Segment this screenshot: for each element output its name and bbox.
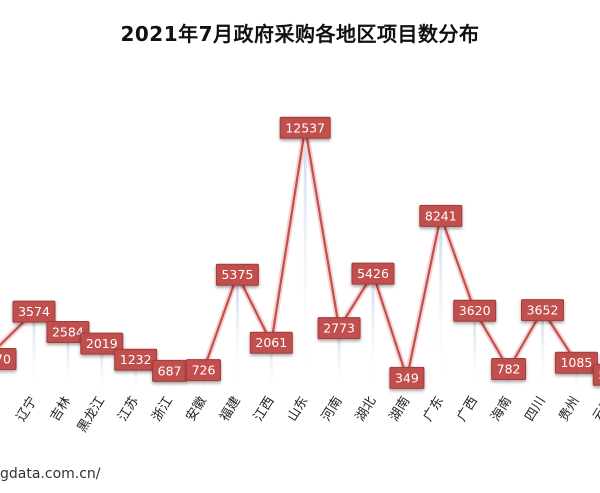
data-label: 726 (186, 359, 221, 382)
data-label-box (114, 348, 158, 371)
x-tick-label: 四川 (522, 394, 549, 424)
data-label: 2019 (80, 332, 124, 355)
x-tick-label: 湖北 (353, 394, 380, 424)
x-tick-label: 云南 (589, 394, 600, 425)
data-label-text: 2061 (255, 335, 287, 350)
drop-line (473, 310, 477, 392)
data-label-box (0, 347, 17, 370)
data-label-text: 1232 (120, 352, 152, 367)
data-label-text: 500 (598, 367, 600, 382)
x-axis-tick-labels: 辽宁 吉林 黑龙江 江苏 浙江 安徽 福建 江西 山东 河南 湖北 湖南 广东 广西 海南 四川 贵州 云南 (13, 394, 600, 436)
data-label-box (521, 299, 564, 322)
data-label-box (249, 331, 293, 354)
data-label-partial: 70 (0, 347, 17, 370)
data-label: 1085 (554, 351, 598, 374)
drop-line (371, 273, 375, 392)
data-label-box (279, 116, 331, 139)
data-label: 500 (592, 363, 600, 386)
data-label-text: 2773 (323, 321, 355, 336)
x-tick-label: 辽宁 (13, 394, 40, 425)
x-tick-label: 吉林 (48, 394, 75, 424)
data-label-text: 2019 (86, 336, 118, 351)
drop-line (439, 215, 443, 392)
watermark-url: gdata.com.cn/ (0, 466, 101, 482)
data-label: 1232 (114, 348, 158, 371)
data-label-box (419, 204, 463, 227)
data-label: 349 (389, 366, 425, 389)
data-label-box (389, 366, 425, 389)
drop-line (269, 342, 273, 392)
data-label-box (12, 300, 56, 323)
data-label: 2061 (249, 331, 293, 354)
data-label-box (317, 317, 361, 340)
data-label-box (351, 262, 395, 285)
x-tick-label: 江西 (251, 394, 278, 424)
data-label-text: 12537 (285, 120, 325, 135)
data-label-text: 3620 (459, 303, 491, 318)
data-label-text: 8241 (425, 208, 457, 223)
data-label-box (46, 320, 90, 343)
data-label: 3620 (453, 299, 497, 322)
drop-line (337, 328, 341, 392)
chart-title: 2021年7月政府采购各地区项目数分布 (120, 22, 480, 46)
x-tick-label: 河南 (318, 394, 345, 425)
x-tick-label: 山东 (285, 394, 312, 424)
x-tick-label: 贵州 (556, 394, 583, 424)
x-tick-label: 安徽 (183, 394, 210, 424)
drop-line (32, 311, 36, 392)
x-tick-label: 福建 (217, 394, 244, 424)
data-label: 687 (152, 359, 188, 382)
data-label: 12537 (279, 116, 331, 139)
data-label: 5375 (215, 263, 259, 286)
data-label-text: 1085 (560, 355, 592, 370)
data-label-box (554, 351, 598, 374)
drop-line (574, 362, 578, 392)
data-label-box (592, 363, 600, 386)
drop-line (66, 331, 70, 392)
drop-line (100, 343, 104, 392)
drop-line (134, 359, 138, 392)
data-label: 3574 (12, 300, 56, 323)
data-label-text: 2584 (52, 324, 84, 339)
x-tick-label: 广西 (455, 394, 482, 424)
data-label: 8241 (419, 204, 463, 227)
data-label-text: 687 (158, 363, 182, 378)
data-label-box (491, 357, 527, 380)
data-label-text: 349 (395, 370, 419, 385)
data-label-box (453, 299, 497, 322)
data-label-text: 726 (192, 363, 216, 378)
x-tick-label: 广东 (421, 394, 448, 424)
data-label: 782 (491, 357, 527, 380)
x-tick-label: 黑龙江 (75, 394, 108, 435)
drop-line (235, 274, 239, 392)
data-label-text: 5375 (221, 267, 253, 282)
drop-line (507, 368, 511, 392)
data-label-box (186, 359, 221, 382)
data-label-text: 5426 (357, 266, 389, 281)
data-label-text: 3574 (18, 304, 50, 319)
data-label: 2773 (317, 317, 361, 340)
data-label-box (80, 332, 124, 355)
data-label-text: 782 (497, 361, 521, 376)
data-label-text: 3652 (527, 303, 559, 318)
drop-line (303, 127, 307, 392)
data-label-box (215, 263, 259, 286)
drop-line (541, 310, 544, 392)
x-tick-label: 江苏 (115, 394, 142, 425)
x-tick-label: 海南 (488, 394, 515, 425)
x-tick-label: 浙江 (149, 394, 176, 424)
data-label: 2584 (46, 320, 90, 343)
data-label-text: 70 (0, 351, 11, 366)
data-label: 5426 (351, 262, 395, 285)
data-label: 3652 (521, 299, 564, 322)
x-tick-label: 湖南 (386, 394, 413, 425)
